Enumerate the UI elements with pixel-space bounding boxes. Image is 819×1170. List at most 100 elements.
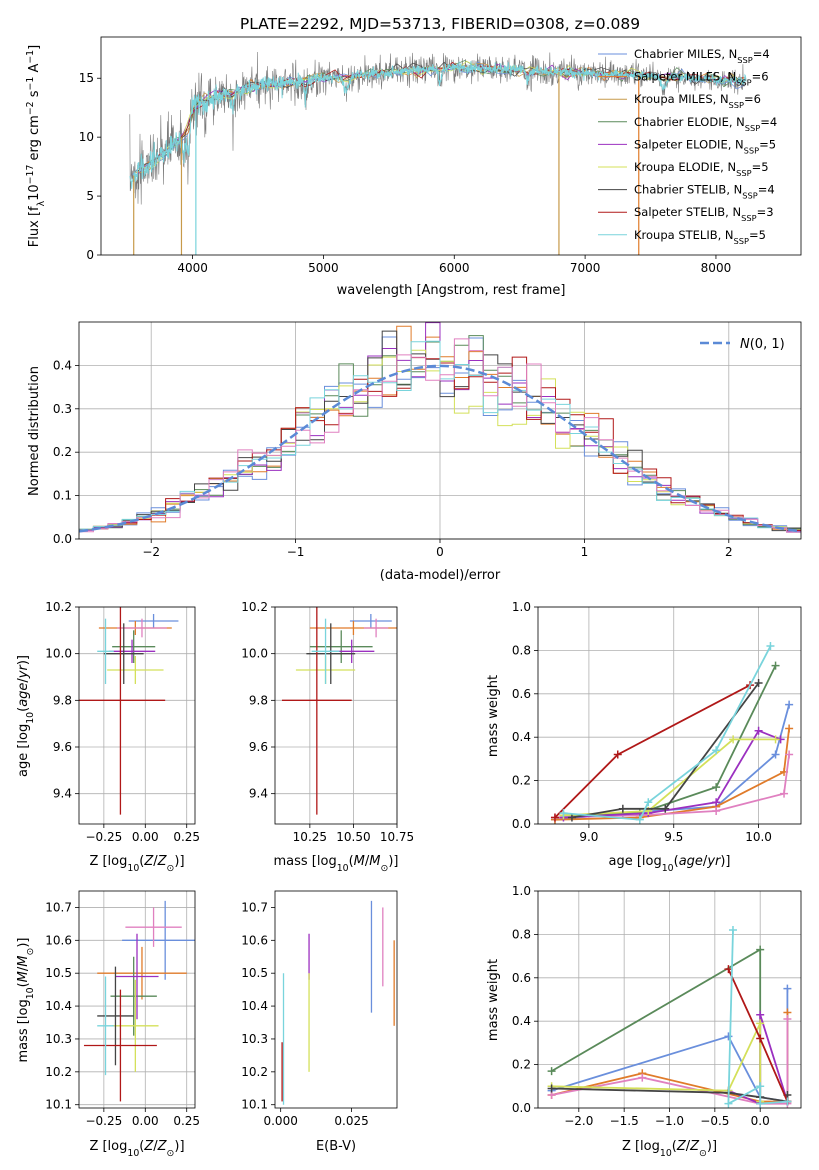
x-tick-label: −1.0 — [655, 1114, 684, 1128]
x-tick-label: 0 — [436, 545, 444, 559]
x-tick-label: 10.25 — [293, 830, 327, 844]
y-tick-label: 0.0 — [512, 1101, 531, 1115]
legend-label: Salpeter MILES, NSSP=6 — [634, 70, 769, 88]
x-tick-label: −2 — [142, 545, 160, 559]
mass-weight-marker — [785, 700, 794, 709]
y-tick-label: 0.2 — [512, 774, 531, 788]
y-tick-label: 0.6 — [512, 687, 531, 701]
mass-weight-line — [563, 645, 772, 821]
axes-mass_weight_vs_age: 9.0 9.5 10.0 0.0 0.2 0.4 0.6 0.8 1.0 mass weight a… — [486, 600, 802, 874]
mass-weight-line — [571, 682, 760, 819]
mass-weight-marker — [547, 1084, 556, 1093]
y-tick-label: 0.2 — [512, 1058, 531, 1072]
y-tick-label: 10.0 — [241, 647, 268, 661]
mass-weight-marker — [635, 815, 644, 824]
axes-frame — [100, 36, 802, 256]
mass-weight-marker — [729, 735, 738, 744]
y-tick-label: 10.5 — [45, 966, 72, 980]
mass-weight-marker — [756, 1010, 765, 1019]
x-tick-label: 6000 — [439, 261, 470, 275]
mass-weight-marker — [661, 804, 670, 813]
mass-weight-marker — [712, 806, 721, 815]
mass-weight-marker — [756, 1019, 765, 1028]
mass-weight-line — [563, 729, 781, 819]
mass-weight-marker — [712, 783, 721, 792]
x-tick-label: 0.25 — [173, 1114, 200, 1128]
legend-label: Chabrier STELIB, NSSP=4 — [634, 183, 775, 201]
y-tick-label: 1.0 — [512, 600, 531, 614]
y-tick-label: 10.1 — [45, 1098, 72, 1112]
x-tick-label: −0.25 — [85, 830, 122, 844]
x-tick-label: 10.0 — [745, 830, 772, 844]
mass-weight-marker — [547, 1067, 556, 1076]
spectrum-data-line — [129, 51, 747, 205]
y-tick-label: 9.8 — [53, 693, 72, 707]
y-axis-label: mass weight — [486, 959, 501, 1041]
axes-age_vs_Z: −0.25 0.00 0.25 9.4 9.6 9.8 10.0 10.2 Z [log10(Z… — [16, 600, 200, 874]
y-tick-label: 10.1 — [241, 1098, 268, 1112]
y-tick-label: 10.2 — [45, 600, 72, 614]
x-tick-label: 10.75 — [380, 830, 414, 844]
legend-label: Kroupa MILES, NSSP=6 — [634, 92, 761, 110]
mass-weight-marker — [756, 1099, 765, 1108]
mass-weight-marker — [756, 1082, 765, 1091]
legend-label: Salpeter ELODIE, NSSP=5 — [634, 137, 776, 155]
axes-frame — [78, 321, 802, 540]
spectrum-model-line — [129, 61, 747, 189]
axes-mass_vs_ebv: 0.000 0.025 10.1 10.2 10.3 10.4 10.5 10.6 10.7 E(… — [241, 890, 398, 1154]
mass-weight-marker — [783, 1097, 792, 1106]
mass-weight-marker — [783, 1015, 792, 1024]
y-axis-label: mass [log10(M/M⊙)] — [16, 938, 36, 1063]
mass-weight-marker — [785, 750, 794, 759]
mass-weight-line — [554, 684, 751, 819]
mass-weight-line — [554, 754, 790, 819]
x-tick-label: 9.5 — [664, 830, 683, 844]
legend-label: Kroupa ELODIE, NSSP=5 — [634, 160, 769, 178]
x-tick-label: 0.025 — [334, 1114, 368, 1128]
mass-weight-marker — [766, 642, 775, 651]
mass-weight-marker — [550, 813, 559, 822]
mass-weight-line — [551, 1023, 762, 1102]
y-tick-label: 10.2 — [45, 1065, 72, 1079]
y-tick-label: 10.3 — [241, 1032, 268, 1046]
y-axis-label: Flux [fλ10−17 erg cm−2 s−1 A−1] — [25, 45, 47, 247]
mass-weight-marker — [724, 1099, 733, 1108]
legend-label: Kroupa STELIB, NSSP=5 — [634, 228, 766, 246]
axes-frame — [537, 606, 802, 825]
x-tick-label: 4000 — [177, 261, 208, 275]
x-axis-label: Z [log10(Z/Z⊙)] — [89, 854, 184, 874]
x-axis-label: age [log10(age/yr)] — [608, 854, 730, 874]
x-axis-label: E(B-V) — [316, 1139, 356, 1154]
axes-frame — [274, 890, 398, 1109]
mass-weight-line — [727, 930, 788, 1106]
x-tick-label: 2 — [725, 545, 733, 559]
y-tick-label: 5 — [86, 189, 94, 203]
y-tick-label: 0.0 — [512, 817, 531, 831]
x-axis-label: Z [log10(Z/Z⊙)] — [622, 1139, 717, 1159]
mass-weight-marker — [771, 735, 780, 744]
legend-label: Chabrier ELODIE, NSSP=4 — [634, 115, 777, 133]
mass-weight-marker — [559, 809, 568, 818]
x-tick-label: −1 — [287, 545, 305, 559]
mass-weight-marker — [644, 798, 653, 807]
y-tick-label: 9.6 — [53, 740, 72, 754]
x-tick-label: 10.50 — [336, 830, 370, 844]
y-tick-label: 0.4 — [512, 1014, 531, 1028]
mass-weight-marker — [613, 750, 622, 759]
y-tick-label: 9.6 — [249, 740, 268, 754]
y-tick-label: 10.4 — [45, 999, 72, 1013]
legend-label: N(0, 1) — [740, 337, 785, 352]
x-tick-label: −0.5 — [700, 1114, 729, 1128]
x-tick-label: 0.00 — [132, 830, 159, 844]
mass-weight-marker — [756, 945, 765, 954]
y-tick-label: 10.2 — [241, 600, 268, 614]
axes-mass_vs_Z: −0.25 0.00 0.25 10.1 10.2 10.3 10.4 10.5 10.6 10.… — [16, 890, 200, 1159]
x-tick-label: 0.00 — [132, 1114, 159, 1128]
y-tick-label: 10.0 — [45, 647, 72, 661]
mass-weight-marker — [780, 789, 789, 798]
mass-weight-line — [727, 968, 789, 1102]
y-tick-label: 1.0 — [512, 884, 531, 898]
y-tick-label: 15 — [79, 71, 94, 85]
x-tick-label: 5000 — [308, 261, 339, 275]
y-axis-label: age [log10(age/yr)] — [16, 655, 36, 777]
